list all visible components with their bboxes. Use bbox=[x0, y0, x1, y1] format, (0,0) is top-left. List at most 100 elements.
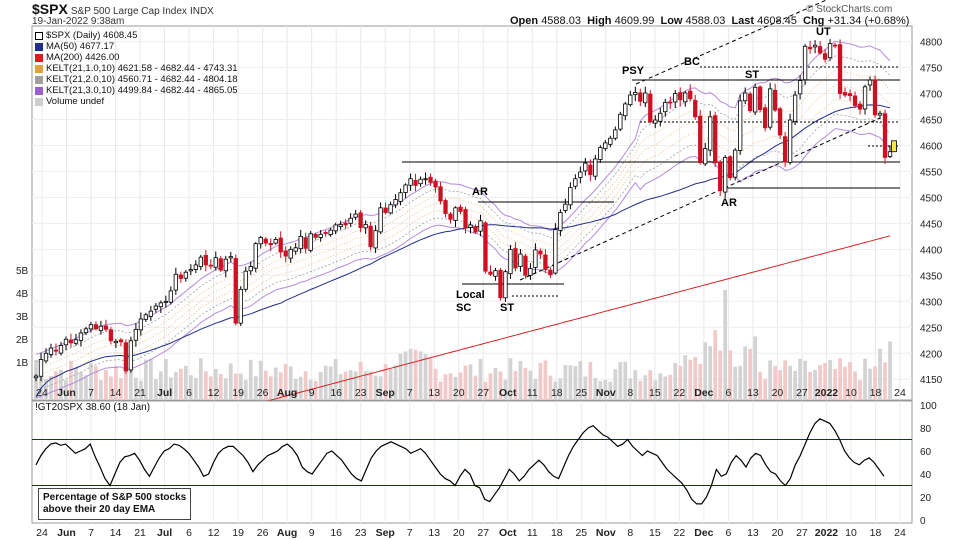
x-tick-label-lower: Dec bbox=[694, 527, 713, 539]
candle-body bbox=[613, 129, 618, 139]
volume-bar bbox=[153, 379, 158, 400]
last-value: 4608.45 bbox=[757, 15, 797, 27]
volume-bar bbox=[613, 369, 618, 400]
volume-bar bbox=[653, 380, 658, 400]
price-tick-label: 4250 bbox=[920, 323, 943, 334]
volume-bar bbox=[743, 346, 748, 400]
volume-bar bbox=[134, 377, 138, 400]
candle-body bbox=[852, 95, 858, 106]
volume-bar bbox=[693, 357, 698, 400]
x-tick-label-upper: 18 bbox=[870, 387, 882, 399]
candle-body bbox=[777, 108, 783, 136]
candle-body bbox=[797, 80, 803, 95]
volume-bar bbox=[678, 365, 683, 400]
volume-bar bbox=[348, 370, 353, 400]
candle-body bbox=[618, 113, 623, 130]
volume-bar bbox=[368, 371, 373, 400]
volume-bar bbox=[738, 365, 743, 400]
candle-body bbox=[503, 271, 508, 299]
volume-bar bbox=[478, 359, 483, 400]
brand-watermark: © StockCharts.com bbox=[806, 4, 893, 15]
volume-bar bbox=[203, 371, 208, 400]
candle-body bbox=[568, 187, 573, 206]
candle-body bbox=[638, 92, 643, 102]
candle-body bbox=[847, 93, 853, 97]
volume-bar bbox=[583, 376, 588, 400]
candle-body bbox=[498, 269, 503, 299]
volume-bar bbox=[808, 372, 812, 400]
candle-body bbox=[248, 266, 253, 272]
candle-body bbox=[728, 156, 733, 179]
price-tick-label: 4750 bbox=[920, 64, 943, 75]
volume-bar bbox=[158, 371, 163, 400]
candle-body bbox=[867, 79, 873, 86]
candle-body bbox=[703, 148, 708, 165]
candle-body bbox=[358, 212, 363, 228]
candle-body bbox=[837, 44, 843, 94]
volume-bar bbox=[483, 381, 488, 400]
annotation-local: Local bbox=[456, 289, 485, 301]
candle-body bbox=[738, 100, 743, 151]
volume-bar bbox=[778, 370, 783, 400]
indicator-tick-label: 100 bbox=[920, 401, 937, 412]
volume-bar bbox=[498, 371, 503, 400]
candle-body bbox=[518, 253, 523, 267]
candle-body bbox=[388, 204, 393, 214]
candle-body bbox=[163, 300, 168, 303]
candle-body bbox=[88, 324, 94, 330]
candle-body bbox=[378, 207, 383, 233]
candle-body bbox=[753, 86, 758, 113]
volume-bar bbox=[748, 348, 753, 400]
candle-body bbox=[103, 325, 109, 330]
candle-body bbox=[343, 222, 348, 226]
candle-body bbox=[448, 213, 453, 220]
volume-bar bbox=[603, 380, 608, 400]
candle-body bbox=[283, 250, 288, 257]
candle-body bbox=[308, 233, 313, 251]
x-tick-label-upper: 6 bbox=[725, 387, 731, 399]
indicator-tick-label: 40 bbox=[920, 470, 932, 481]
price-tick-label: 4800 bbox=[920, 38, 943, 49]
x-axis-lower: 24 Jun 7 14 21 Jul 6 12 19 26 Aug 9 16 23 Sep 7 13 20 27 Oc… bbox=[36, 527, 906, 539]
candle-body bbox=[398, 192, 403, 202]
volume-bar bbox=[268, 376, 273, 400]
candle-body bbox=[633, 92, 638, 96]
volume-bar bbox=[628, 378, 633, 400]
volume-bar bbox=[803, 360, 807, 400]
candle-body bbox=[887, 151, 893, 157]
volume-bar bbox=[173, 371, 178, 400]
volume-bar bbox=[593, 377, 598, 400]
candle-body bbox=[438, 186, 443, 202]
candle-body bbox=[453, 207, 458, 221]
volume-bar bbox=[54, 371, 58, 400]
volume-bar bbox=[94, 366, 98, 400]
x-tick-label-lower: 18 bbox=[551, 527, 563, 539]
volume-bar bbox=[328, 366, 333, 400]
x-tick-label-upper: Dec bbox=[694, 387, 713, 399]
volume-tick-label: 2B bbox=[16, 335, 29, 346]
candle-body bbox=[348, 217, 353, 224]
volume-bar bbox=[293, 378, 298, 400]
x-tick-label-lower: Aug bbox=[277, 527, 297, 539]
x-tick-label-upper: Oct bbox=[499, 387, 517, 399]
legend-item-price: $SPX (Daily) 4608.45 bbox=[35, 30, 238, 41]
candle-body bbox=[118, 339, 124, 343]
x-tick-label-lower: 9 bbox=[309, 527, 315, 539]
x-tick-label-upper: Jun bbox=[57, 387, 76, 399]
candle-body bbox=[822, 53, 828, 60]
indicator-tick-label: 60 bbox=[920, 447, 932, 458]
keltner-bands bbox=[35, 40, 891, 399]
kelt2-lower bbox=[35, 113, 891, 391]
volume-bar bbox=[838, 358, 842, 400]
volume-bar bbox=[858, 380, 862, 400]
volume-bar bbox=[398, 353, 403, 400]
volume-bar bbox=[448, 373, 453, 400]
candle-body bbox=[368, 225, 373, 248]
volume-bar bbox=[513, 371, 518, 400]
candle-body bbox=[548, 269, 553, 276]
candle-body bbox=[413, 180, 418, 186]
volume-bar bbox=[753, 336, 758, 400]
volume-bar bbox=[243, 380, 248, 400]
legend-item-kelt1: KELT(21,1.0,10) 4621.58 - 4682.44 - 4743… bbox=[35, 63, 238, 74]
